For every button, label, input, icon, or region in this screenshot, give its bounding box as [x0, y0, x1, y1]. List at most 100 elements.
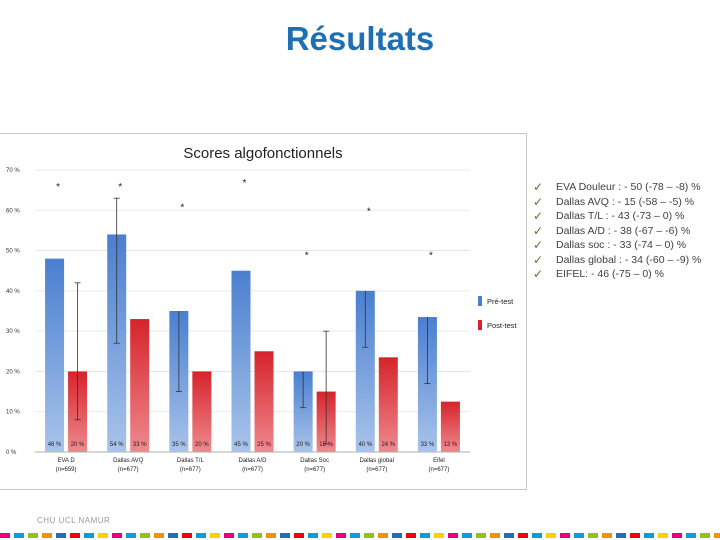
- stripe-segment: [126, 533, 136, 538]
- significance-star: *: [56, 182, 60, 193]
- y-tick-label: 50 %: [6, 249, 20, 255]
- x-tick-label: (n=677): [366, 467, 387, 473]
- stripe-segment: [266, 533, 276, 538]
- x-tick-label: Dallas Soc: [300, 458, 329, 464]
- stripe-segment: [672, 533, 682, 538]
- stripe-segment: [434, 533, 444, 538]
- stripe-segment: [14, 533, 24, 538]
- x-tick-label: Dallas global: [360, 458, 394, 464]
- result-item: ✓ Dallas soc : - 33 (-74 – 0) %: [533, 238, 718, 253]
- stripe-segment: [490, 533, 500, 538]
- checkmark-icon: ✓: [533, 238, 544, 252]
- stripe-segment: [182, 533, 192, 538]
- bar-value-label: 48 %: [48, 442, 62, 448]
- checkmark-icon: ✓: [533, 252, 544, 267]
- bar-value-label: 35 %: [172, 442, 186, 448]
- stripe-segment: [112, 533, 122, 538]
- y-tick-label: 70 %: [6, 168, 20, 174]
- x-tick-label: (n=677): [118, 467, 139, 473]
- stripe-segment: [84, 533, 94, 538]
- x-tick-label: (n=659): [56, 467, 77, 473]
- significance-star: *: [118, 182, 122, 193]
- stripe-segment: [518, 533, 528, 538]
- result-text: EIFEL: - 46 (-75 – 0) %: [556, 268, 664, 280]
- result-text: Dallas soc : - 33 (-74 – 0) %: [556, 239, 687, 251]
- stripe-segment: [224, 533, 234, 538]
- checkmark-icon: ✓: [533, 180, 544, 194]
- stripe-segment: [294, 533, 304, 538]
- bar-value-label: 40 %: [358, 442, 372, 448]
- stripe-segment: [630, 533, 640, 538]
- y-tick-label: 0 %: [6, 450, 17, 456]
- significance-star: *: [243, 178, 247, 189]
- stripe-segment: [448, 533, 458, 538]
- stripe-segment: [658, 533, 668, 538]
- bar-post-test: [378, 357, 398, 452]
- stripe-segment: [210, 533, 220, 538]
- result-item: ✓ Dallas AVQ : - 15 (-58 – -5) %: [533, 195, 718, 210]
- x-tick-label: Dallas T/L: [177, 458, 205, 464]
- stripe-segment: [98, 533, 108, 538]
- results-list: ✓ EVA Douleur : - 50 (-78 – -8) % ✓ Dallas …: [533, 180, 718, 282]
- stripe-segment: [0, 533, 10, 538]
- bar-value-label: 54 %: [110, 442, 124, 448]
- stripe-segment: [714, 533, 720, 538]
- stripe-segment: [504, 533, 514, 538]
- stripe-segment: [588, 533, 598, 538]
- page-title: Résultats: [285, 20, 435, 57]
- bar-value-label: 25 %: [257, 442, 271, 448]
- result-item: ✓ EIFEL: - 46 (-75 – 0) %: [533, 267, 718, 282]
- stripe-segment: [168, 533, 178, 538]
- stripe-segment: [308, 533, 318, 538]
- checkmark-icon: ✓: [533, 194, 544, 209]
- bar-value-label: 13 %: [444, 442, 458, 448]
- stripe-segment: [616, 533, 626, 538]
- bar-post-test: [130, 319, 150, 452]
- bar-post-test: [254, 351, 274, 452]
- legend-label: Post-test: [487, 321, 518, 330]
- stripe-segment: [252, 533, 262, 538]
- stripe-segment: [644, 533, 654, 538]
- result-text: Dallas global : - 34 (-60 – -9) %: [556, 253, 702, 266]
- bar-value-label: 20 %: [71, 442, 85, 448]
- footer-text: CHU UCL NAMUR: [37, 516, 111, 525]
- stripe-segment: [154, 533, 164, 538]
- significance-star: *: [429, 251, 433, 262]
- bar-value-label: 15 %: [319, 442, 333, 448]
- result-text: EVA Douleur : - 50 (-78 – -8) %: [556, 181, 701, 193]
- x-tick-label: Dallas A/D: [238, 458, 267, 464]
- checkmark-icon: ✓: [533, 223, 544, 238]
- bar-pre-test: [45, 258, 65, 452]
- checkmark-icon: ✓: [533, 209, 544, 223]
- stripe-segment: [28, 533, 38, 538]
- chart-title: Scores algofonctionnels: [183, 145, 342, 162]
- x-tick-label: Dallas AVQ: [113, 458, 144, 464]
- stripe-segment: [364, 533, 374, 538]
- significance-star: *: [180, 202, 184, 213]
- legend-swatch: [478, 320, 482, 330]
- bar-post-test: [192, 371, 212, 452]
- stripe-segment: [686, 533, 696, 538]
- x-tick-label: Eifel: [433, 458, 445, 464]
- stripe-segment: [532, 533, 542, 538]
- stripe-segment: [476, 533, 486, 538]
- legend-swatch: [478, 296, 482, 306]
- significance-star: *: [305, 251, 309, 262]
- stripe-segment: [574, 533, 584, 538]
- y-tick-label: 60 %: [6, 208, 20, 214]
- bar-value-label: 33 %: [133, 442, 147, 448]
- y-tick-label: 10 %: [6, 410, 20, 416]
- stripe-segment: [322, 533, 332, 538]
- x-tick-label: (n=677): [304, 467, 325, 473]
- stripe-segment: [56, 533, 66, 538]
- result-text: Dallas A/D : - 38 (-67 – -6) %: [556, 224, 691, 237]
- x-tick-label: (n=677): [242, 467, 263, 473]
- stripe-segment: [350, 533, 360, 538]
- bar-post-test: [440, 401, 460, 452]
- significance-star: *: [367, 206, 371, 217]
- result-item: ✓ Dallas global : - 34 (-60 – -9) %: [533, 253, 718, 268]
- bar-value-label: 33 %: [421, 442, 435, 448]
- result-text: Dallas AVQ : - 15 (-58 – -5) %: [556, 195, 695, 208]
- y-tick-label: 20 %: [6, 369, 20, 375]
